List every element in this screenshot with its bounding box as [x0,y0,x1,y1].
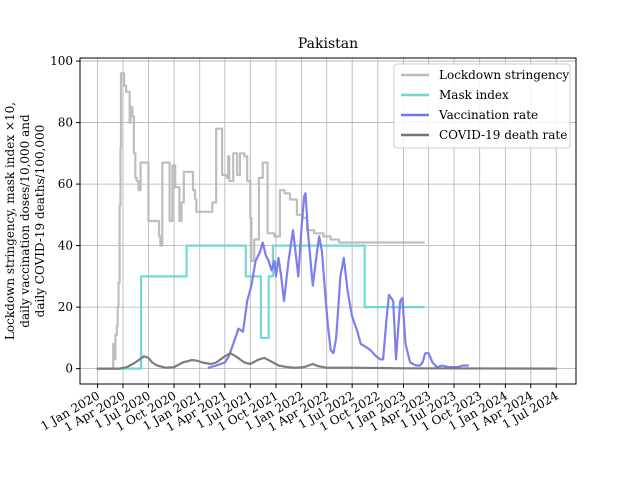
vaccination-rate-line [207,192,470,369]
y-tick-label: 0 [65,362,73,376]
legend-label-lockdown: Lockdown stringency [439,68,569,82]
y-axis-label: Lockdown stringency, mask index ×10, dai… [3,102,47,340]
y-tick-label: 100 [50,54,73,68]
legend-label-mask: Mask index [439,88,509,102]
y-tick-label: 60 [58,177,73,191]
legend-box [393,63,571,149]
series-layer [96,72,558,370]
legend-label-death-rate: COVID-19 death rate [439,128,567,142]
y-tick-label: 20 [58,300,73,314]
plot-frame [79,57,577,385]
y-tick-label: 80 [58,116,73,130]
y-tick-label: 40 [58,239,73,253]
y-axis-label-line-1: Lockdown stringency, mask index ×10, [3,102,17,340]
lockdown-stringency-line [96,72,425,370]
legend-label-vaccination: Vaccination rate [438,108,538,122]
y-axis: 0 20 40 60 80 100 [50,54,80,376]
mask-index-line [96,244,425,370]
y-axis-label-line-3: daily COVID-19 deaths/100,000 [33,125,47,318]
chart-title: Pakistan [298,36,358,52]
legend: Lockdown stringency Mask index Vaccinati… [393,63,571,149]
death-rate-line [96,352,558,370]
y-axis-label-line-2: daily vaccination doses/10,000 and [18,114,32,328]
